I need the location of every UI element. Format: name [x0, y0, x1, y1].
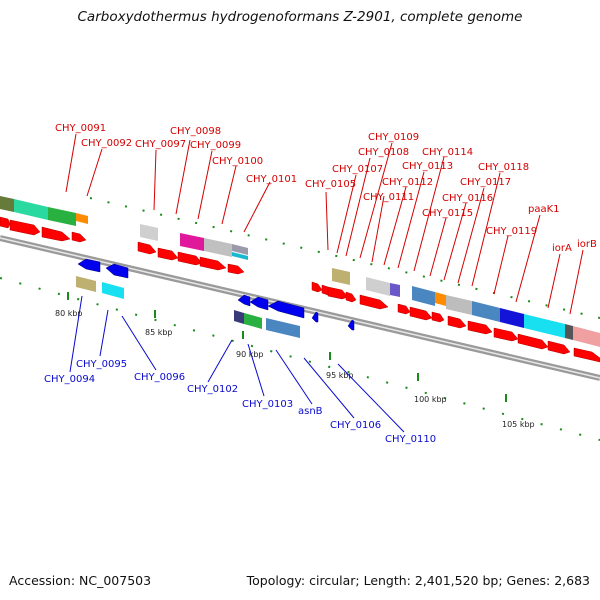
gene-label: paaK1 [528, 204, 560, 215]
cds-blocks-reverse [76, 276, 300, 338]
gene-label: CHY_0096 [134, 372, 185, 383]
map-title: Carboxydothermus hydrogenoformans Z-2901… [77, 9, 523, 25]
gene-label: CHY_0107 [332, 164, 383, 175]
gene-label: CHY_0091 [55, 123, 106, 134]
genome-summary: Topology: circular; Length: 2,401,520 bp… [246, 573, 590, 588]
gene-label: asnB [298, 406, 323, 417]
gene-label: CHY_0119 [486, 226, 537, 237]
gene-label: CHY_0112 [382, 177, 433, 188]
scale-tick-label: 100 kbp [414, 395, 447, 404]
top-leader-lines [65, 133, 584, 315]
accession-label: Accession: NC_007503 [9, 573, 152, 588]
gene-label: CHY_0092 [81, 138, 132, 149]
cds-blocks-forward [0, 196, 600, 347]
gene-label: CHY_0103 [242, 399, 293, 410]
gene-label: CHY_0099 [190, 140, 241, 151]
gene-label: CHY_0097 [135, 139, 186, 150]
scale-tick-label: 90 kbp [236, 350, 264, 359]
gene-label: CHY_0106 [330, 420, 381, 431]
scale-tick-label: 85 kbp [145, 328, 173, 337]
gene-label: iorA [552, 243, 572, 254]
gene-label: CHY_0109 [368, 132, 419, 143]
gene-label: CHY_0118 [478, 162, 529, 173]
gene-label: CHY_0102 [187, 384, 238, 395]
gene-label: CHY_0116 [442, 193, 493, 204]
top-gene-labels: CHY_0091 CHY_0092 CHY_0097 CHY_0098 CHY_… [55, 123, 597, 254]
gene-label: CHY_0114 [422, 147, 473, 158]
gene-label: CHY_0111 [363, 192, 414, 203]
gene-label: CHY_0094 [44, 374, 95, 385]
scale-tick-label: 95 kbp [326, 371, 354, 380]
gene-label: CHY_0098 [170, 126, 221, 137]
gene-label: CHY_0105 [305, 179, 356, 190]
reverse-gene-arrows [77, 258, 355, 331]
gene-label: CHY_0100 [212, 156, 263, 167]
bottom-leader-lines [69, 295, 405, 433]
gene-label: CHY_0095 [76, 359, 127, 370]
gene-label: CHY_0110 [385, 434, 436, 445]
gene-label: CHY_0113 [402, 161, 453, 172]
gene-label: CHY_0101 [246, 174, 297, 185]
scale-tick-label: 105 kbp [502, 420, 535, 429]
bottom-gene-labels: CHY_0094 CHY_0095 CHY_0096 CHY_0102 CHY_… [44, 359, 436, 445]
gene-label: CHY_0117 [460, 177, 511, 188]
scale-ticks: 80 kbp 85 kbp 90 kbp 95 kbp 100 kbp 105 … [55, 292, 535, 429]
scale-tick-label: 80 kbp [55, 309, 83, 318]
gene-label: CHY_0115 [422, 208, 473, 219]
gene-label: CHY_0108 [358, 147, 409, 158]
forward-gene-arrows [0, 216, 600, 363]
gene-label: iorB [577, 239, 597, 250]
